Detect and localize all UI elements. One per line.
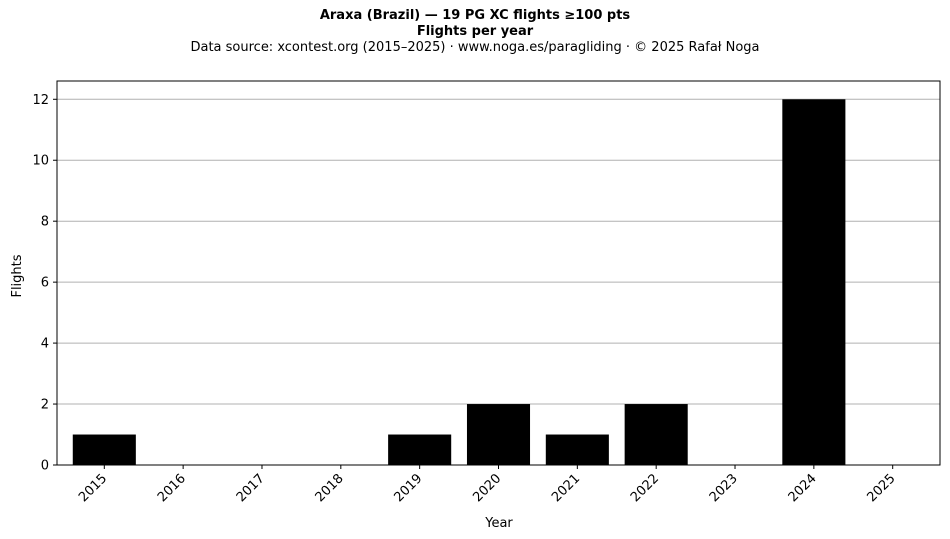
bar-2015: [72, 434, 136, 465]
chart-subtitle: Flights per year: [416, 24, 534, 39]
y-tick-label: 10: [32, 154, 49, 169]
y-tick-label: 2: [41, 398, 49, 413]
x-axis: 2015 2016 2017 2018 2019 2020 2021 2022 2023 2024…: [76, 465, 899, 505]
x-tick-label: 2023: [707, 471, 741, 505]
x-tick-label: 2021: [549, 471, 583, 505]
x-tick-label: 2025: [865, 471, 899, 505]
y-tick-label: 8: [41, 215, 49, 230]
bar-2024: [782, 99, 846, 466]
x-tick-label: 2017: [234, 471, 268, 505]
x-axis-label: Year: [484, 516, 513, 531]
x-tick-label: 2015: [76, 471, 110, 505]
x-tick-label: 2020: [470, 471, 504, 505]
y-axis: 0 2 4 6 8 10 12: [32, 93, 57, 474]
y-tick-label: 4: [41, 337, 49, 352]
chart-source: Data source: xcontest.org (2015–2025) · …: [190, 40, 760, 55]
x-tick-label: 2018: [313, 471, 347, 505]
chart-title: Araxa (Brazil) — 19 PG XC flights ≥100 p…: [319, 8, 631, 23]
x-tick-label: 2022: [628, 471, 662, 505]
bars: [72, 99, 846, 466]
y-tick-label: 0: [41, 459, 49, 474]
x-tick-label: 2019: [391, 471, 425, 505]
x-tick-label: 2016: [155, 471, 189, 505]
y-tick-label: 12: [32, 93, 49, 108]
x-tick-label: 2024: [786, 471, 820, 505]
bar-2021: [545, 434, 609, 465]
bar-2022: [624, 404, 688, 465]
y-axis-label: Flights: [10, 254, 25, 297]
bar-2020: [466, 404, 531, 465]
chart-titles: Araxa (Brazil) — 19 PG XC flights ≥100 p…: [0, 8, 950, 56]
y-tick-label: 6: [41, 276, 49, 291]
bar-2019: [388, 434, 452, 465]
